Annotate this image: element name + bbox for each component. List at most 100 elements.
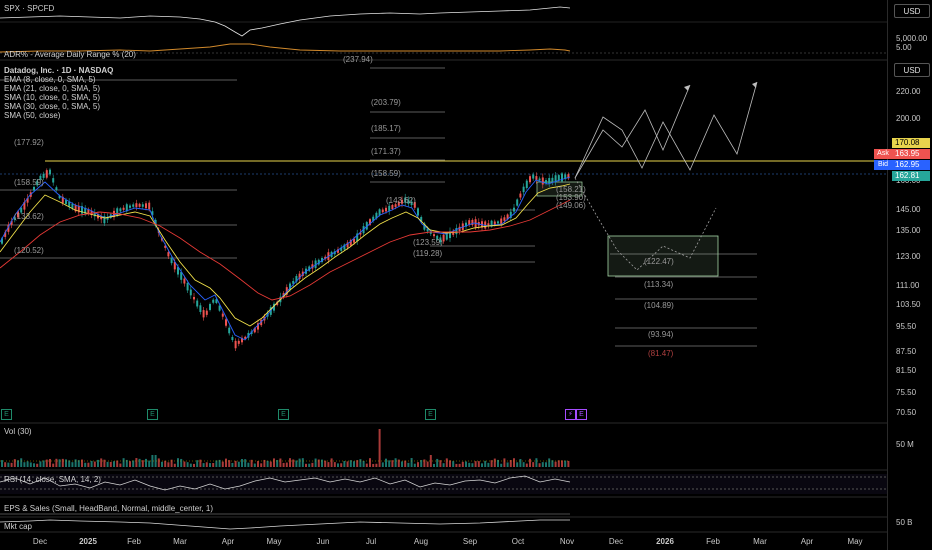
last-price-tag: 162.81 — [892, 171, 930, 181]
candle-body — [349, 239, 352, 246]
earnings-badge-upcoming[interactable]: E — [576, 409, 587, 420]
level-annotation: (177.92) — [14, 138, 44, 147]
volume-bar — [205, 462, 208, 467]
candle-body — [311, 264, 314, 269]
level-annotation: (158.59) — [14, 178, 44, 187]
volume-bar — [148, 460, 151, 467]
volume-bar — [522, 462, 525, 467]
indicator-legend[interactable]: Datadog, Inc. · 1D · NASDAQ EMA (8, clos… — [4, 66, 113, 120]
candle-body — [218, 305, 221, 311]
volume-bar — [535, 458, 538, 467]
time-tick: Mar — [173, 537, 187, 546]
volume-bar — [538, 463, 541, 467]
volume-bar — [193, 463, 195, 467]
candle-body — [129, 205, 131, 208]
volume-bar — [71, 462, 74, 467]
volume-bar — [13, 459, 16, 467]
volume-bar — [20, 458, 23, 467]
legend-sma10[interactable]: SMA (10, close, 0, SMA, 5) — [4, 93, 101, 102]
volume-bar — [525, 463, 528, 467]
candle-body — [372, 216, 375, 221]
level-annotation: (203.79) — [371, 98, 401, 107]
candle-body — [503, 217, 506, 221]
candle-body — [237, 340, 240, 344]
volume-bar — [551, 460, 554, 467]
candle-body — [487, 223, 490, 226]
volume-bar — [180, 458, 183, 467]
candle-body — [36, 180, 39, 186]
candle-body — [554, 175, 557, 183]
candle-body — [455, 227, 458, 235]
volume-bar — [429, 455, 432, 467]
candle-body — [308, 266, 311, 271]
volume-bar — [141, 460, 144, 467]
adr-line — [0, 43, 571, 53]
volume-bar — [263, 459, 266, 467]
candle-body — [378, 209, 381, 216]
volume-bar — [161, 461, 163, 467]
earnings-badge[interactable]: E — [1, 409, 12, 420]
volume-bar — [449, 460, 451, 467]
entry-box[interactable] — [536, 181, 583, 197]
candle-body — [295, 276, 298, 282]
volume-bar — [455, 463, 458, 467]
volume-bar — [346, 461, 349, 467]
earnings-badge[interactable]: E — [278, 409, 289, 420]
candle-body — [458, 226, 461, 232]
volume-bar — [26, 461, 29, 467]
legend-ema8[interactable]: EMA (8, close, 0, SMA, 5) — [4, 75, 96, 84]
candle-body — [506, 214, 509, 220]
candle-body — [385, 207, 387, 212]
candle-body — [423, 223, 426, 230]
candle-body — [45, 170, 48, 178]
volume-bar — [410, 458, 413, 467]
price-axis[interactable] — [887, 0, 932, 550]
earnings-badge[interactable]: E — [425, 409, 436, 420]
target-box[interactable] — [607, 235, 719, 277]
volume-bar — [225, 458, 227, 467]
candle-body — [404, 197, 407, 203]
candle-body — [241, 337, 243, 343]
volume-bar — [362, 460, 365, 467]
volume-bar — [273, 458, 275, 467]
earnings-badge[interactable]: E — [147, 409, 158, 420]
candle-body — [337, 249, 339, 253]
volume-bar — [490, 460, 493, 467]
volume-bar — [199, 459, 202, 467]
candle-body — [42, 173, 45, 178]
legend-sma30[interactable]: SMA (30, close, 0, SMA, 5) — [4, 102, 101, 111]
time-tick: May — [266, 537, 282, 546]
dividend-flash-icon[interactable]: ⚡ — [565, 409, 576, 420]
volume-bar — [260, 463, 263, 467]
spx-pane-title: SPX · SPCFD — [4, 4, 55, 13]
volume-bar — [375, 463, 378, 467]
time-tick: Mar — [753, 537, 767, 546]
main-currency-button[interactable]: USD — [894, 63, 930, 77]
volume-bar — [365, 463, 368, 467]
candle-body — [170, 257, 173, 264]
candle-body — [93, 212, 96, 217]
volume-bar — [36, 463, 39, 467]
volume-group — [1, 429, 570, 467]
time-tick: Jul — [365, 537, 377, 546]
level-annotation: (158.59) — [371, 169, 401, 178]
candle-body — [205, 310, 208, 315]
spx-currency-button[interactable]: USD — [894, 4, 930, 18]
volume-bar — [423, 459, 426, 467]
candle-body — [113, 210, 115, 218]
level-annotation: (122.47) — [644, 257, 674, 266]
volume-bar — [359, 459, 362, 467]
volume-bar — [506, 462, 509, 467]
level-annotation: (81.47) — [648, 349, 674, 358]
candle-body — [401, 199, 403, 204]
candle-body — [321, 257, 323, 263]
volume-bar — [327, 462, 330, 467]
volume-bar — [474, 461, 477, 467]
legend-sma50[interactable]: SMA (50, close) — [4, 111, 61, 120]
symbol-title[interactable]: Datadog, Inc. · 1D · NASDAQ — [4, 66, 114, 75]
legend-ema21[interactable]: EMA (21, close, 0, SMA, 5) — [4, 84, 101, 93]
candle-body — [340, 247, 343, 251]
level-price-tag: 170.08 — [892, 138, 930, 148]
volume-bar — [132, 460, 135, 467]
